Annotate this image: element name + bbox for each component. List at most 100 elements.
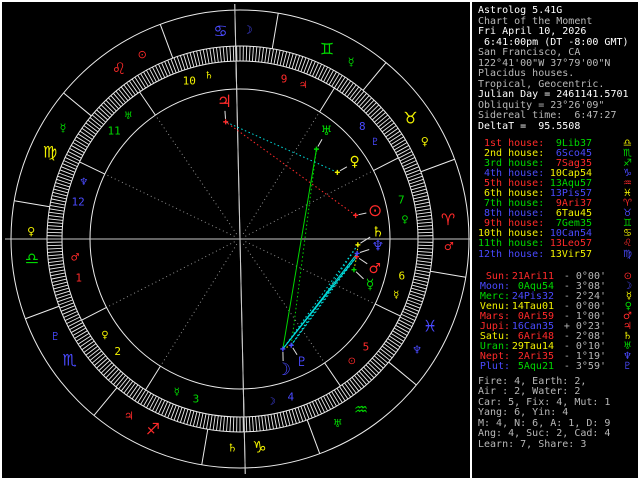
house-number-10: 10: [183, 74, 196, 87]
degree-tick: [311, 62, 319, 77]
degree-tick: [52, 281, 68, 287]
degree-tick: [148, 395, 157, 410]
house-cusp-dotted-line: [242, 243, 326, 364]
degree-tick: [209, 48, 213, 64]
planet-row: Plut: 5Aqu21 - 3°59' ♇: [478, 362, 636, 372]
degree-tick: [417, 221, 433, 224]
planet-pointer-line: [355, 271, 364, 280]
house-cusp-value: 13Pis57: [549, 188, 592, 200]
planet-position-dot: [223, 119, 229, 125]
degree-tick: [395, 145, 410, 154]
degree-tick: [56, 293, 71, 300]
degree-tick: [369, 360, 382, 371]
house-label: 1st house:: [478, 138, 545, 149]
planet-position-value: 14Tau01: [511, 301, 554, 313]
degree-tick: [376, 114, 389, 125]
degree-tick: [167, 59, 174, 75]
degree-tick: [219, 47, 222, 63]
zodiac-sign-icon: ♉: [623, 208, 632, 220]
degree-tick: [415, 269, 431, 273]
degree-tick: [414, 272, 430, 277]
degree-tick: [55, 182, 70, 188]
house-cusp-row: 3rd house: 7Sag35 ♐: [478, 159, 636, 169]
house-cusp-table: 1st house: 9Lib37 ♎ 2nd house: 6Sco45 ♏ 3r…: [478, 138, 636, 260]
degree-tick: [72, 327, 87, 336]
degree-tick: [255, 46, 258, 62]
degree-tick: [356, 93, 367, 105]
house-ruler-icon: ♀: [101, 330, 108, 341]
degree-tick: [199, 50, 204, 65]
degree-tick: [196, 412, 201, 428]
house-ruler-icon: ♂: [71, 252, 80, 263]
degree-tick: [69, 322, 84, 331]
degree-tick: [264, 47, 268, 63]
degree-tick: [402, 310, 417, 318]
sign-ruler-icon: ♄: [227, 441, 237, 454]
planet-glyph-neptune: ♆: [372, 239, 385, 255]
degree-tick: [328, 71, 337, 86]
degree-tick: [393, 142, 408, 151]
degree-tick: [74, 330, 88, 339]
degree-tick: [406, 302, 421, 309]
planet-row: Merc: 24Pis32 - 2°24' ☿: [478, 292, 636, 302]
house-ruler-icon: ♇: [371, 137, 380, 148]
degree-tick: [59, 302, 74, 309]
planet-position-value: 0Aqu54: [511, 281, 554, 293]
degree-tick: [161, 62, 169, 77]
sign-boundary: [271, 13, 279, 49]
planet-row: Moon: 0Aqu54 - 3°08' ☽: [478, 281, 636, 293]
degree-tick: [282, 51, 288, 67]
planet-icon: ♇: [623, 361, 632, 373]
planet-velocity: - 3°59': [563, 361, 606, 373]
degree-tick: [158, 400, 166, 415]
house-cusp-dotted-line: [245, 170, 374, 237]
degree-tick: [113, 373, 124, 385]
degree-tick: [232, 46, 235, 62]
degree-tick: [412, 191, 428, 197]
degree-tick: [331, 73, 340, 87]
aspect-line-sextile: [225, 121, 338, 173]
house-cusp-row: 12th house: 13Vir57 ♍: [478, 248, 636, 260]
degree-tick: [64, 313, 79, 321]
sign-glyph-virgo: ♍: [43, 142, 57, 161]
house-ruler-icon: ☿: [174, 387, 180, 398]
degree-tick: [288, 409, 294, 425]
planet-table: Sun: 21Ari11- 0°00' ⊙ Moon: 0Aqu54- 3°08' ☽ M…: [478, 271, 636, 372]
planet-label: Sun:: [485, 271, 510, 282]
degree-tick: [126, 82, 136, 96]
planet-row: Uran: 29Tau14 - 0°10' ♅: [478, 342, 636, 352]
degree-tick: [344, 382, 354, 396]
planet-pointer-line: [339, 166, 348, 172]
house-cusp-spoke: [373, 157, 399, 172]
degree-tick: [416, 218, 432, 221]
aspect-line-sextile: [290, 253, 358, 346]
planet-pointer-line: [292, 347, 298, 355]
planet-icon: ♄: [623, 331, 632, 343]
degree-tick: [245, 416, 248, 432]
degree-tick: [336, 388, 346, 402]
sign-boundary: [93, 387, 118, 416]
degree-tick: [303, 58, 310, 73]
sign-boundary: [63, 92, 92, 117]
stats-line: Car: 5, Fix: 4, Mut: 1: [478, 396, 611, 408]
planet-position-value: 29Tau14: [511, 341, 554, 353]
sign-boundary: [420, 158, 455, 173]
degree-tick: [64, 157, 79, 165]
house-cusp-dotted-line: [154, 114, 238, 235]
house-cusp-spoke: [374, 303, 401, 317]
degree-tick: [77, 133, 91, 143]
house-cusp-value: 13Vir57: [549, 248, 592, 260]
house-label: 12th house:: [478, 248, 545, 260]
degree-tick: [83, 125, 97, 135]
degree-tick: [103, 364, 115, 376]
degree-tick: [118, 88, 129, 101]
planet-velocity: - 1°00': [563, 311, 606, 323]
house-ruler-icon: ♆: [79, 177, 88, 188]
degree-tick: [346, 380, 357, 394]
degree-tick: [258, 47, 261, 63]
degree-tick: [323, 395, 332, 410]
house-ruler-icon: ♅: [124, 111, 133, 122]
degree-tick: [146, 69, 155, 84]
angle-axis-line: [234, 4, 246, 474]
degree-tick: [363, 366, 375, 379]
